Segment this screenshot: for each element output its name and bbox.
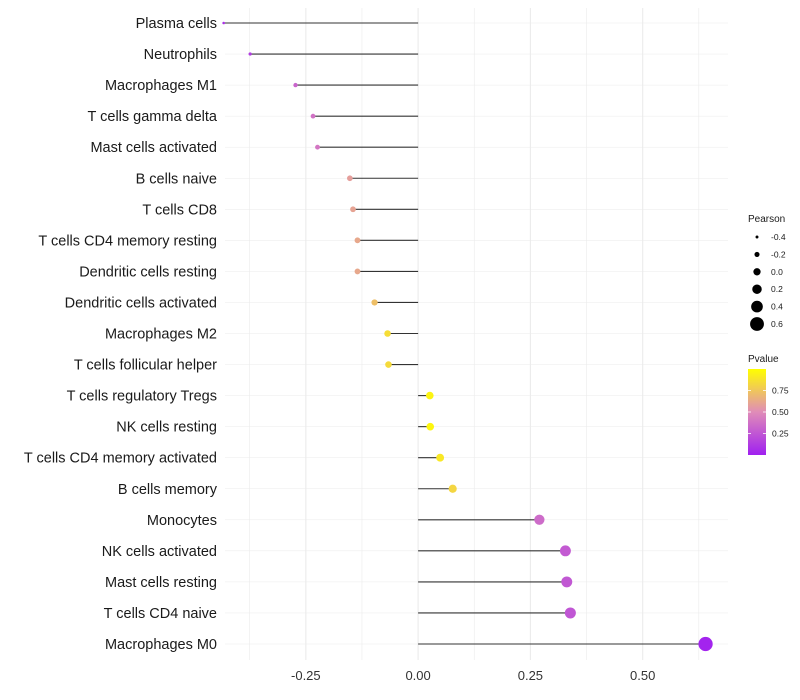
size-legend-label: 0.4 [771, 302, 783, 312]
category-label: Macrophages M2 [105, 327, 217, 343]
x-tick-label: 0.50 [630, 668, 655, 683]
x-tick-label: 0.00 [405, 668, 430, 683]
category-label: T cells CD4 naive [104, 606, 217, 622]
category-label: T cells CD4 memory resting [38, 233, 217, 249]
data-point [698, 636, 713, 652]
size-legend-label: 0.0 [771, 267, 783, 277]
data-point [448, 484, 457, 493]
category-label: B cells memory [118, 482, 218, 498]
size-legend-key [753, 268, 761, 276]
category-label: Mast cells activated [90, 140, 217, 156]
color-legend-label: 0.50 [772, 407, 789, 417]
data-point [564, 607, 576, 619]
category-label: Neutrophils [144, 47, 217, 63]
category-label: NK cells resting [116, 420, 217, 436]
data-point [248, 52, 252, 56]
category-label: Dendritic cells resting [79, 264, 217, 280]
size-legend-label: 0.6 [771, 319, 783, 329]
data-point [426, 422, 435, 431]
category-label: T cells gamma delta [88, 109, 218, 125]
category-label: T cells CD4 memory activated [24, 451, 217, 467]
category-label: T cells CD8 [142, 202, 217, 218]
data-point [354, 268, 361, 275]
category-label: Mast cells resting [105, 575, 217, 591]
data-point [436, 453, 445, 462]
lollipop-points [222, 21, 713, 652]
legend: Pearson -0.4 -0.2 0.0 0.2 0.4 0.6 Pvalue 0.25 0.5… [748, 214, 789, 455]
category-label: T cells follicular helper [74, 358, 217, 374]
size-legend-key [752, 284, 762, 294]
category-label: Macrophages M0 [105, 637, 217, 653]
size-legend-label: -0.4 [771, 232, 786, 242]
data-point [559, 545, 571, 557]
data-point [310, 113, 316, 119]
data-point [425, 391, 434, 400]
size-legend-key [750, 317, 764, 331]
size-legend-label: 0.2 [771, 284, 783, 294]
category-label: B cells naive [136, 171, 217, 187]
category-label: T cells regulatory Tregs [67, 389, 217, 405]
size-legend-title: Pearson [748, 214, 785, 225]
data-point [315, 144, 320, 150]
lollipop-stems [223, 22, 706, 645]
x-axis-tick-labels: -0.25 0.00 0.25 0.50 [291, 668, 655, 683]
data-point [534, 514, 545, 525]
x-tick-label: 0.25 [518, 668, 543, 683]
x-tick-label: -0.25 [291, 668, 321, 683]
category-label: Macrophages M1 [105, 78, 217, 94]
data-point [222, 21, 225, 25]
data-point [354, 237, 361, 244]
data-point [347, 175, 353, 182]
category-label: Plasma cells [136, 16, 217, 32]
grid-lines [225, 8, 728, 660]
size-legend-key [755, 235, 759, 239]
color-legend-title: Pvalue [748, 354, 779, 365]
data-point [561, 576, 573, 588]
data-point [350, 206, 356, 213]
size-legend-key [754, 251, 760, 257]
color-legend-label: 0.25 [772, 429, 789, 439]
category-labels: Plasma cells Neutrophils Macrophages M1 T c… [24, 16, 218, 653]
category-label: Dendritic cells activated [65, 295, 217, 311]
data-point [384, 330, 391, 337]
color-legend-bar [748, 369, 766, 455]
data-point [371, 299, 378, 306]
category-label: NK cells activated [102, 544, 217, 560]
data-point [293, 82, 298, 88]
size-legend-label: -0.2 [771, 249, 786, 259]
data-point [385, 361, 392, 368]
color-legend-label: 0.75 [772, 386, 789, 396]
size-legend-key [751, 300, 763, 313]
category-label: Monocytes [147, 513, 217, 529]
